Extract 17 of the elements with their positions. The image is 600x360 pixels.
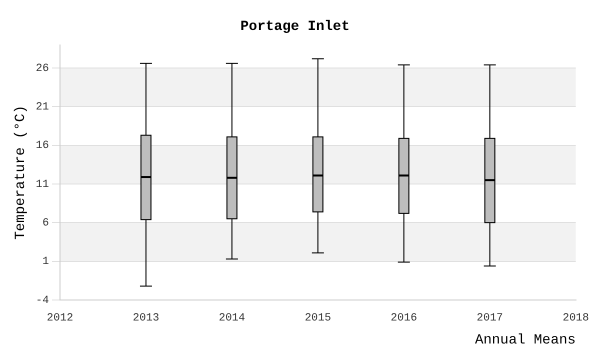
y-axis-title: Temperature (°C): [13, 105, 30, 240]
y-tick-label: 16: [36, 140, 49, 152]
x-tick-label: 2017: [476, 312, 504, 325]
y-tick-label: 26: [36, 62, 49, 75]
x-tick-label: 2018: [562, 312, 589, 325]
y-tick-label: 21: [36, 102, 50, 114]
y-tick-label: 1: [42, 256, 50, 268]
y-tick-label: 6: [42, 218, 49, 230]
x-tick-label: 2014: [218, 312, 246, 325]
x-tick-label: 2013: [132, 312, 160, 325]
y-tick-label: 11: [36, 178, 50, 191]
x-tick-label: 2015: [304, 312, 332, 325]
x-tick-label: 2012: [46, 312, 74, 325]
y-tick-label: -4: [36, 294, 50, 307]
x-tick-label: 2016: [390, 312, 418, 325]
chart-title: Portage Inlet: [240, 18, 350, 35]
x-axis-title: Annual Means: [474, 332, 576, 348]
